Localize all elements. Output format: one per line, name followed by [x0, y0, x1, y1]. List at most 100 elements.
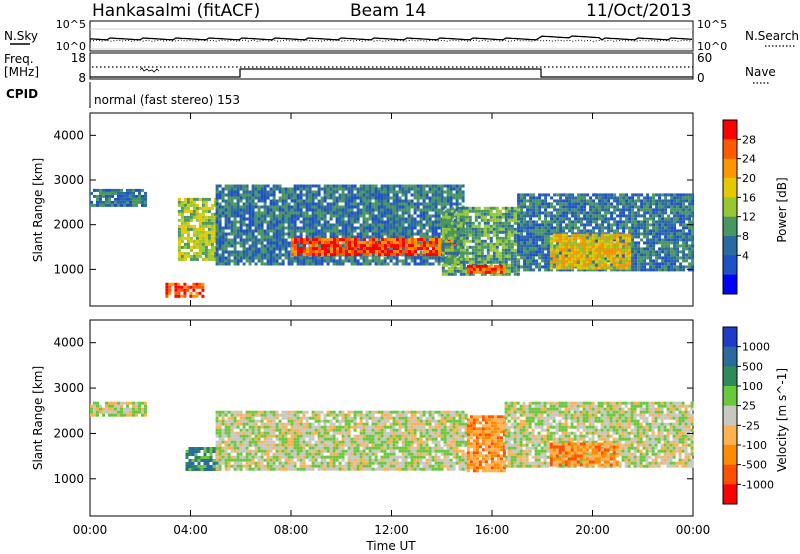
power-cell: [314, 259, 318, 263]
power-cell: [559, 199, 563, 203]
power-colorbar-tick-label: 4: [742, 249, 749, 262]
power-cell: [640, 193, 644, 197]
power-cell: [453, 221, 457, 225]
power-cell: [281, 190, 285, 194]
power-cell: [520, 232, 524, 236]
power-cell: [589, 196, 593, 200]
power-cell: [649, 256, 653, 260]
power-cell: [471, 257, 475, 261]
power-cell: [676, 229, 680, 233]
power-cell: [380, 217, 384, 221]
power-cell: [486, 242, 490, 246]
power-cell: [347, 229, 351, 233]
power-cell: [604, 268, 608, 272]
power-cell: [356, 196, 360, 200]
power-cell: [455, 187, 459, 191]
power-cell: [486, 254, 490, 258]
power-cell: [661, 220, 665, 224]
power-cell: [447, 242, 451, 246]
power-cell: [615, 266, 619, 270]
power-cell: [338, 220, 342, 224]
power-cell: [535, 229, 539, 233]
power-cell: [598, 199, 602, 203]
power-cell: [404, 220, 408, 224]
power-cell: [386, 208, 390, 212]
power-cell: [589, 232, 593, 236]
power-cell: [419, 190, 423, 194]
power-cell: [535, 259, 539, 263]
power-cell: [625, 199, 629, 203]
power-cell: [582, 245, 586, 249]
velocity-cell: [108, 404, 111, 408]
power-cell: [591, 245, 595, 249]
power-cell: [303, 250, 306, 254]
power-cell: [658, 199, 662, 203]
power-cell: [670, 232, 674, 236]
power-cell: [561, 248, 565, 252]
power-cell: [480, 242, 484, 246]
power-cell: [293, 184, 297, 188]
power-cell: [275, 241, 279, 245]
power-cell: [556, 241, 560, 245]
power-cell: [251, 256, 255, 260]
noise-left-tick: 10^0: [56, 40, 86, 53]
power-cell: [520, 199, 524, 203]
power-cell: [465, 212, 469, 216]
power-cell: [347, 190, 351, 194]
power-cell: [368, 226, 372, 230]
power-cell: [538, 205, 542, 209]
power-cell: [532, 229, 536, 233]
power-cell: [431, 190, 435, 194]
power-cell: [444, 209, 448, 213]
power-cell: [309, 247, 312, 251]
power-cell: [287, 250, 291, 254]
power-cell: [513, 266, 517, 270]
power-cell: [486, 260, 490, 264]
power-cell: [275, 214, 279, 218]
power-cell: [613, 199, 617, 203]
power-cell: [434, 235, 438, 239]
power-cell: [516, 221, 520, 225]
power-cell: [293, 235, 297, 239]
power-cell: [245, 193, 249, 197]
power-cell: [607, 220, 611, 224]
power-cell: [577, 229, 581, 233]
power-cell: [363, 247, 366, 251]
power-cell: [180, 227, 184, 231]
power-cell: [498, 212, 502, 216]
power-cell: [120, 200, 123, 204]
power-cell: [547, 214, 551, 218]
power-cell: [395, 214, 399, 218]
power-cell: [498, 218, 502, 222]
power-cell: [230, 226, 234, 230]
power-cell: [462, 260, 466, 264]
power-cell: [221, 229, 225, 233]
power-cell: [260, 190, 264, 194]
power-cell: [386, 247, 390, 251]
power-cell: [688, 244, 692, 248]
power-cell: [374, 256, 378, 260]
power-cell: [498, 260, 502, 264]
power-cell: [239, 229, 243, 233]
power-cell: [652, 214, 656, 218]
power-cell: [517, 244, 521, 248]
power-cell: [275, 187, 279, 191]
power-cell: [667, 229, 671, 233]
power-cell: [459, 209, 463, 213]
power-cell: [661, 208, 665, 212]
power-cell: [350, 190, 354, 194]
power-cell: [586, 268, 590, 272]
power-cell: [652, 223, 656, 227]
power-cell: [526, 259, 530, 263]
power-cell: [541, 235, 545, 239]
power-cell: [444, 248, 448, 252]
power-cell: [353, 184, 357, 188]
power-cell: [682, 217, 686, 221]
power-cell: [459, 239, 463, 243]
power-cell: [517, 196, 521, 200]
power-cell: [386, 223, 390, 227]
power-cell: [290, 226, 294, 230]
power-cell: [627, 248, 631, 252]
power-cell: [634, 205, 638, 209]
power-cell: [287, 262, 291, 266]
